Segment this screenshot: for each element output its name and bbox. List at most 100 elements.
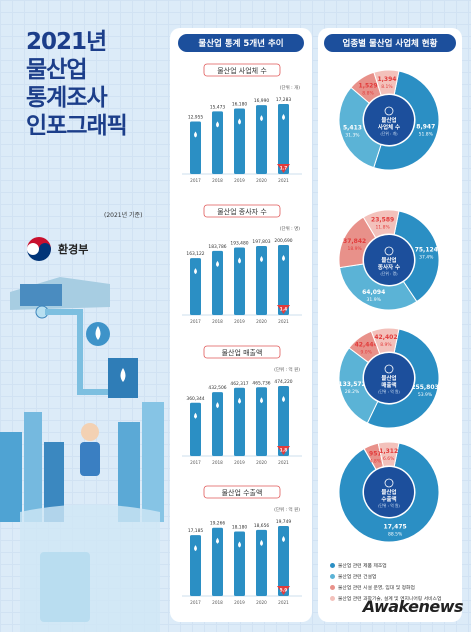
city-skyline-icon bbox=[0, 402, 164, 522]
bar-value-label: 360,344 bbox=[186, 396, 204, 402]
glass-cup-icon bbox=[40, 552, 90, 622]
donut-center-label: 매출액 bbox=[381, 381, 396, 389]
growth-badge bbox=[277, 164, 290, 173]
bar-chart-1: 물산업 사업체 수 (단위 : 개) 12,955 2017 15,473 2018 16,… bbox=[176, 62, 308, 192]
slice-value-label: 951 bbox=[369, 451, 382, 458]
water-drop-icon bbox=[216, 121, 219, 128]
water-drop-icon bbox=[238, 397, 241, 404]
slice-percent-label: 8.1% bbox=[381, 84, 393, 90]
growth-value: 1.4 bbox=[280, 307, 288, 312]
title-line-3: 통계조사 bbox=[26, 85, 108, 111]
slice-percent-label: 51.8% bbox=[419, 132, 434, 138]
bar-value-label: 163,122 bbox=[186, 251, 204, 257]
chart-unit: (단위 : 억 원) bbox=[274, 506, 300, 513]
x-tick-label: 2017 bbox=[190, 460, 201, 465]
bar bbox=[256, 246, 267, 315]
donut-center-unit: (단위 : 억 원) bbox=[378, 503, 400, 508]
bar-value-label: 16,990 bbox=[254, 98, 270, 104]
donut-slice bbox=[393, 210, 440, 303]
x-tick-label: 2020 bbox=[256, 460, 267, 465]
slice-percent-label: 88.5% bbox=[388, 532, 403, 538]
chart-unit: (단위 : 개) bbox=[280, 84, 301, 91]
bar bbox=[234, 387, 245, 456]
x-tick-label: 2018 bbox=[212, 178, 223, 183]
bar bbox=[256, 387, 267, 456]
slice-value-label: 1,529 bbox=[359, 82, 378, 89]
water-drop-icon bbox=[95, 326, 101, 340]
donut-slice bbox=[366, 328, 440, 429]
basis-note: (2021년 기준) bbox=[104, 212, 143, 219]
chart-unit: (단위 : 억 원) bbox=[274, 366, 300, 373]
bar-value-label: 18,180 bbox=[232, 525, 248, 531]
taegeuk-icon bbox=[27, 237, 51, 261]
growth-value: 1.8 bbox=[280, 448, 288, 453]
bar-value-label: 16,180 bbox=[232, 101, 248, 107]
legend-item: 물산업 관련 건설업 bbox=[330, 573, 376, 580]
chart-title: 물산업 수출액 bbox=[222, 488, 263, 497]
donut-center bbox=[364, 235, 414, 285]
bar bbox=[278, 526, 289, 596]
chart-unit: (단위 : 명) bbox=[280, 225, 301, 232]
donut-center-label: 물산업 bbox=[381, 116, 396, 124]
pipe-icon bbox=[45, 309, 120, 395]
donut-slice bbox=[373, 69, 400, 96]
slice-percent-label: 53.9% bbox=[418, 392, 433, 398]
x-tick-label: 2018 bbox=[212, 460, 223, 465]
slice-percent-label: 31.9% bbox=[367, 297, 382, 303]
bar bbox=[234, 531, 245, 596]
water-drop-icon bbox=[194, 131, 197, 138]
slice-value-label: 64,094 bbox=[362, 289, 385, 296]
bar-chart-3: 물산업 매출액 (단위 : 억 원) 360,344 2017 432,506 2018 4… bbox=[176, 344, 308, 474]
bar bbox=[212, 527, 223, 596]
ministry-logo: 환경부 bbox=[26, 236, 88, 262]
title-year: 2021년 bbox=[26, 29, 107, 55]
chart-title-box bbox=[203, 63, 281, 77]
water-drop-icon bbox=[282, 255, 285, 261]
slice-value-label: 8,947 bbox=[416, 124, 435, 131]
bar-value-label: 12,955 bbox=[188, 115, 204, 121]
slice-value-label: 255,803 bbox=[411, 384, 438, 391]
x-tick-label: 2020 bbox=[256, 178, 267, 183]
donut-center bbox=[364, 95, 414, 145]
bar-chart-svg: 물산업 매출액 (단위 : 억 원) 360,344 2017 432,506 2018 4… bbox=[182, 345, 302, 465]
x-tick-label: 2021 bbox=[278, 178, 289, 183]
legend-label: 물산업 관련 시설 운영, 임대 및 정화업 bbox=[338, 586, 415, 591]
x-tick-label: 2021 bbox=[278, 319, 289, 324]
water-drop-icon bbox=[282, 396, 285, 402]
person-icon bbox=[81, 423, 99, 441]
legend-item: 물산업 관련 과학기술, 설계 및 엔지니어링 서비스업 bbox=[330, 595, 441, 602]
bar bbox=[278, 245, 289, 315]
title-column: 2021년 물산업 통계조사 인포그래픽 (2021년 기준) 환경부 bbox=[0, 0, 170, 632]
bar-value-label: 183,786 bbox=[208, 244, 226, 250]
bar bbox=[278, 386, 289, 456]
donut-chart-1: 8,947 51.8% 5,413 31.3% 1,529 8.8% 1,394 8.1% 물산… bbox=[326, 60, 456, 190]
slice-percent-label: 18.9% bbox=[347, 246, 362, 252]
donut-center-label: 물산업 bbox=[381, 374, 396, 382]
bar-value-label: 432,506 bbox=[208, 385, 226, 391]
water-drop-icon bbox=[194, 412, 197, 419]
donut-slice bbox=[339, 263, 418, 311]
title-line-2: 물산업 bbox=[26, 57, 87, 83]
x-tick-label: 2019 bbox=[234, 178, 245, 183]
water-drop-icon bbox=[260, 539, 263, 546]
ministry-name: 환경부 bbox=[58, 243, 89, 256]
slice-value-label: 1,312 bbox=[379, 448, 398, 455]
donut-slice bbox=[338, 442, 440, 543]
water-drop-icon bbox=[282, 536, 285, 542]
trend-panel-header: 물산업 통계 5개년 추이 bbox=[178, 34, 304, 52]
x-tick-label: 2019 bbox=[234, 319, 245, 324]
slice-percent-label: 8.8% bbox=[362, 90, 374, 96]
chart-title: 물산업 사업체 수 bbox=[217, 66, 267, 75]
bar-value-label: 193,480 bbox=[230, 241, 248, 247]
x-tick-label: 2021 bbox=[278, 600, 289, 605]
bar-value-label: 18,656 bbox=[254, 523, 270, 529]
building-icon bbox=[384, 364, 394, 374]
slice-value-label: 75,124 bbox=[415, 247, 438, 254]
slice-value-label: 23,589 bbox=[371, 217, 394, 224]
legend-swatch bbox=[330, 585, 335, 590]
x-tick-label: 2019 bbox=[234, 460, 245, 465]
bar bbox=[190, 535, 201, 596]
donut-center bbox=[364, 353, 414, 403]
x-tick-label: 2017 bbox=[190, 319, 201, 324]
